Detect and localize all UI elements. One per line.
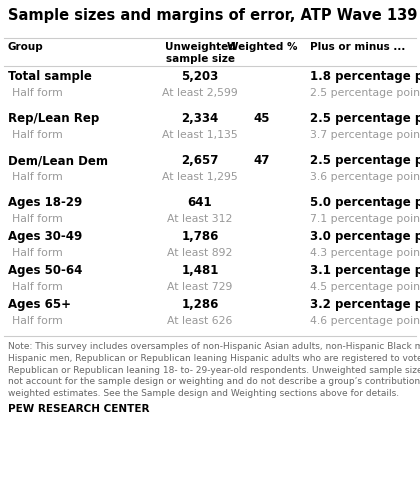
Text: 3.7 percentage points: 3.7 percentage points — [310, 130, 420, 140]
Text: PEW RESEARCH CENTER: PEW RESEARCH CENTER — [8, 404, 150, 414]
Text: 5.0 percentage points: 5.0 percentage points — [310, 196, 420, 209]
Text: 2.5 percentage points: 2.5 percentage points — [310, 88, 420, 98]
Text: Half form: Half form — [12, 248, 63, 258]
Text: At least 729: At least 729 — [167, 282, 233, 292]
Text: At least 892: At least 892 — [167, 248, 233, 258]
Text: 3.1 percentage points: 3.1 percentage points — [310, 264, 420, 277]
Text: 2.5 percentage points: 2.5 percentage points — [310, 154, 420, 167]
Text: 4.6 percentage points: 4.6 percentage points — [310, 316, 420, 326]
Text: Group: Group — [8, 42, 44, 52]
Text: 4.5 percentage points: 4.5 percentage points — [310, 282, 420, 292]
Text: At least 1,295: At least 1,295 — [162, 172, 238, 182]
Text: At least 626: At least 626 — [167, 316, 233, 326]
Text: 5,203: 5,203 — [181, 70, 219, 83]
Text: Ages 50-64: Ages 50-64 — [8, 264, 82, 277]
Text: Plus or minus ...: Plus or minus ... — [310, 42, 405, 52]
Text: At least 312: At least 312 — [167, 214, 233, 224]
Text: Half form: Half form — [12, 172, 63, 182]
Text: Half form: Half form — [12, 282, 63, 292]
Text: 1,481: 1,481 — [181, 264, 219, 277]
Text: Half form: Half form — [12, 88, 63, 98]
Text: Half form: Half form — [12, 214, 63, 224]
Text: Half form: Half form — [12, 130, 63, 140]
Text: Unweighted
sample size: Unweighted sample size — [165, 42, 235, 64]
Text: Ages 65+: Ages 65+ — [8, 298, 71, 311]
Text: 1.8 percentage points: 1.8 percentage points — [310, 70, 420, 83]
Text: 2,334: 2,334 — [181, 112, 219, 125]
Text: 45: 45 — [254, 112, 270, 125]
Text: 47: 47 — [254, 154, 270, 167]
Text: 2,657: 2,657 — [181, 154, 219, 167]
Text: 641: 641 — [188, 196, 213, 209]
Text: At least 2,599: At least 2,599 — [162, 88, 238, 98]
Text: 7.1 percentage points: 7.1 percentage points — [310, 214, 420, 224]
Text: Ages 18-29: Ages 18-29 — [8, 196, 82, 209]
Text: Total sample: Total sample — [8, 70, 92, 83]
Text: 1,786: 1,786 — [181, 230, 219, 243]
Text: At least 1,135: At least 1,135 — [162, 130, 238, 140]
Text: Weighted %: Weighted % — [227, 42, 297, 52]
Text: Ages 30-49: Ages 30-49 — [8, 230, 82, 243]
Text: 3.6 percentage points: 3.6 percentage points — [310, 172, 420, 182]
Text: Rep/Lean Rep: Rep/Lean Rep — [8, 112, 99, 125]
Text: Half form: Half form — [12, 316, 63, 326]
Text: 1,286: 1,286 — [181, 298, 219, 311]
Text: Note: This survey includes oversamples of non-Hispanic Asian adults, non-Hispani: Note: This survey includes oversamples o… — [8, 342, 420, 398]
Text: 3.2 percentage points: 3.2 percentage points — [310, 298, 420, 311]
Text: Dem/Lean Dem: Dem/Lean Dem — [8, 154, 108, 167]
Text: 3.0 percentage points: 3.0 percentage points — [310, 230, 420, 243]
Text: 2.5 percentage points: 2.5 percentage points — [310, 112, 420, 125]
Text: 4.3 percentage points: 4.3 percentage points — [310, 248, 420, 258]
Text: Sample sizes and margins of error, ATP Wave 139: Sample sizes and margins of error, ATP W… — [8, 8, 417, 23]
